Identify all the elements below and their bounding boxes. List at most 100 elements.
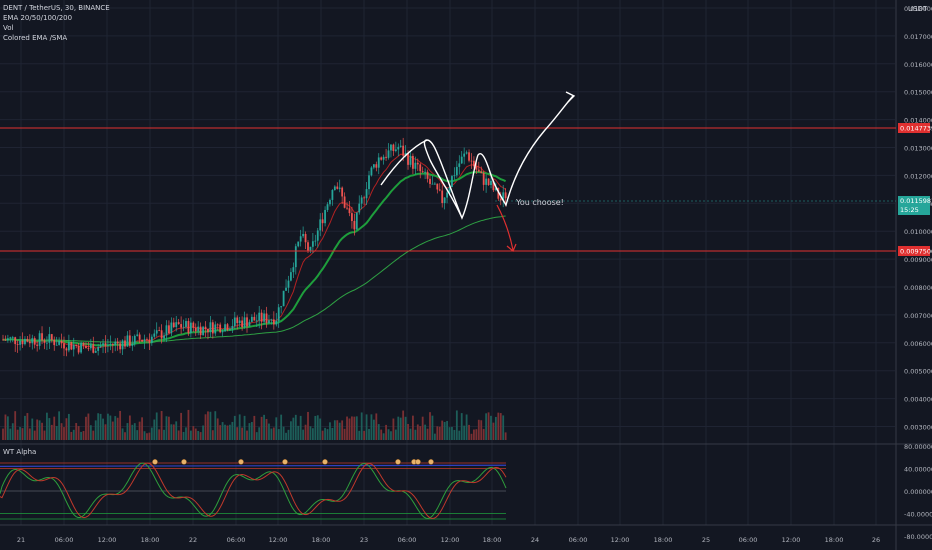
candle-body [226, 324, 229, 331]
indicator-colored-ema-label[interactable]: Colored EMA /SMA [3, 34, 68, 42]
candle-body [33, 338, 36, 345]
candle-body [433, 183, 436, 185]
annotation-text: You choose! [516, 198, 564, 207]
candle-body [287, 280, 290, 288]
candle-body [124, 340, 126, 347]
candle-body [165, 325, 168, 336]
time-tick-label: 24 [531, 536, 539, 544]
candle-body [141, 339, 143, 342]
candle-body [470, 160, 473, 162]
volume-bar [172, 424, 175, 440]
volume-bar [270, 428, 273, 440]
candle-body [246, 317, 248, 327]
candle-body [92, 344, 95, 353]
candle-body [63, 343, 65, 349]
volume-bar [468, 424, 470, 440]
candle-body [399, 145, 402, 147]
volume-bar [441, 420, 444, 440]
candle-body [65, 348, 68, 351]
volume-bar [216, 418, 219, 440]
volume-bar [387, 429, 390, 440]
volume-bar [377, 424, 380, 440]
volume-bar [170, 424, 173, 440]
ema-slow-line [3, 215, 506, 343]
volume-bar [280, 414, 283, 440]
volume-bar [158, 429, 161, 440]
wt-alpha-pane[interactable] [0, 459, 507, 520]
volume-bar [302, 429, 305, 440]
candle-body [111, 343, 114, 345]
volume-bar [351, 416, 353, 440]
candle-body [214, 324, 217, 334]
volume-bar [238, 414, 241, 440]
oscillator-title[interactable]: WT Alpha [3, 448, 37, 456]
volume-bar [446, 420, 448, 440]
candle-body [187, 321, 190, 333]
volume-bar [443, 421, 446, 440]
volume-bar [46, 412, 48, 440]
currency-label: USDT [908, 5, 928, 13]
volume-bar [199, 432, 202, 440]
candle-body [407, 152, 409, 165]
volume-bar [487, 412, 490, 440]
candle-body [346, 207, 348, 209]
candle-body [168, 325, 170, 334]
volume-bar [214, 411, 217, 440]
candle-body [485, 178, 488, 185]
volume-bar [326, 429, 329, 440]
symbol-title[interactable]: DENT / TetherUS, 30, BINANCE [3, 4, 110, 12]
volume-bar [358, 430, 361, 440]
volume-bar [304, 424, 307, 440]
volume-bar [189, 430, 192, 440]
candle-body [443, 197, 446, 203]
candle-body [150, 336, 153, 343]
candle-body [258, 312, 261, 321]
candle-body [143, 339, 146, 342]
volume-bar [353, 416, 356, 440]
candle-body [412, 155, 414, 169]
candle-body [307, 242, 309, 251]
volume-bar [477, 419, 480, 440]
candle-body [424, 171, 427, 173]
candle-body [94, 350, 97, 353]
volume-bar [219, 425, 222, 440]
horizontal-levels[interactable] [0, 127, 896, 252]
candle-body [270, 319, 273, 321]
volume-bar [165, 416, 168, 440]
candle-body [197, 326, 200, 332]
volume-bar [475, 429, 478, 440]
volume-bar [348, 418, 351, 440]
volume-bar [263, 414, 265, 440]
time-tick-label: 06:00 [398, 536, 417, 544]
volume-bar [275, 417, 278, 440]
volume-bar [72, 429, 75, 440]
candle-body [438, 189, 441, 191]
volume-bar [309, 426, 312, 440]
volume-bar [412, 415, 414, 440]
volume-bar [497, 412, 500, 440]
time-tick-label: 21 [17, 536, 25, 544]
candle-body [136, 334, 139, 336]
hand-drawn-annotations[interactable] [380, 91, 576, 252]
volume-bar [265, 418, 268, 440]
volume-bar [421, 416, 424, 440]
time-tick-label: 23 [360, 536, 368, 544]
indicator-vol-label[interactable]: Vol [3, 24, 14, 32]
volume-bar [204, 414, 207, 440]
volume-bar [409, 428, 412, 440]
volume-bar [197, 430, 200, 440]
candle-body [268, 320, 270, 323]
volume-bar [70, 431, 73, 440]
price-tick-label: 0.0080000 [904, 284, 932, 292]
candle-body [375, 164, 378, 168]
volume-bar [416, 424, 419, 440]
candlestick-series[interactable] [2, 137, 507, 357]
volume-bar [397, 416, 400, 440]
volume-bar [224, 424, 226, 440]
indicator-ema-label[interactable]: EMA 20/50/100/200 [3, 14, 73, 22]
candle-body [492, 180, 495, 191]
candle-body [199, 326, 202, 336]
price-tick-label: 0.0120000 [904, 172, 932, 180]
volume-bar [438, 426, 441, 440]
